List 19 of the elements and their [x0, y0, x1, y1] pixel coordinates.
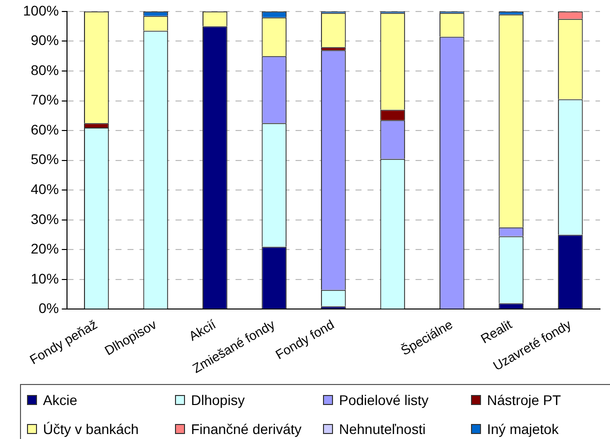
y-tick-label: 20%: [30, 240, 59, 257]
legend-label: Finančné deriváty: [191, 420, 302, 436]
y-tick-label: 90%: [30, 32, 59, 48]
y-tick-label: 60%: [30, 121, 59, 138]
legend-label: Dlhopisy: [191, 392, 245, 408]
y-tick-label: 100%: [22, 2, 59, 18]
y-tick-label: 50%: [30, 151, 59, 168]
y-tick-label: 10%: [30, 270, 59, 286]
y-tick-label: 80%: [30, 62, 59, 78]
legend-label: Nástroje PT: [487, 392, 561, 408]
legend-label: Nehnuteľnosti: [339, 420, 426, 436]
legend-label: Účty v bankách: [43, 420, 139, 436]
y-tick-label: 0%: [38, 300, 59, 316]
y-tick-label: 70%: [30, 92, 59, 108]
y-tick-label: 40%: [30, 180, 59, 197]
legend-label: Akcie: [43, 392, 78, 408]
legend-label: Iný majetok: [487, 420, 559, 436]
legend-label: Podielové listy: [339, 392, 428, 408]
y-tick-label: 30%: [30, 210, 59, 227]
